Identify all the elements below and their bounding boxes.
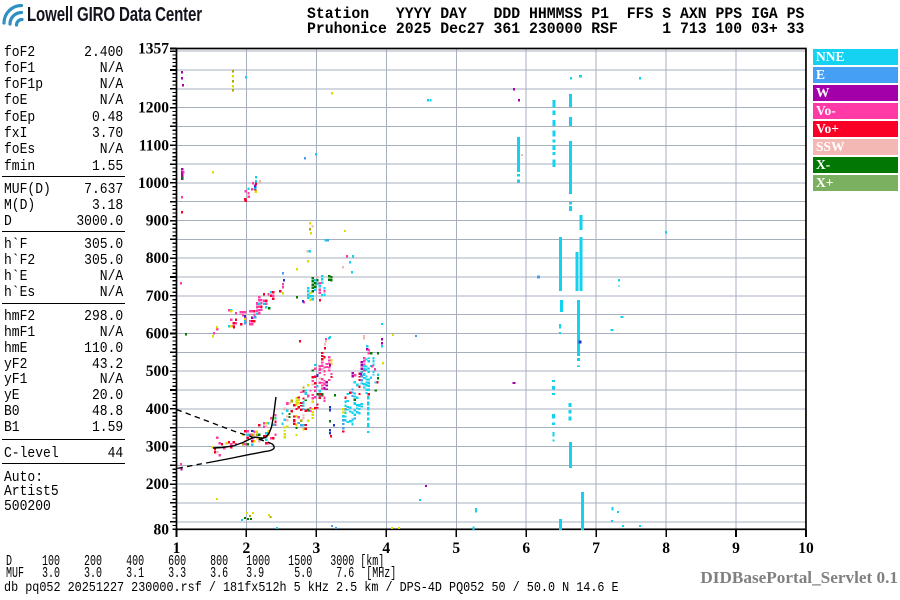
svg-text:1: 1: [173, 540, 181, 557]
svg-text:400: 400: [146, 401, 170, 418]
svg-text:5: 5: [452, 540, 460, 557]
svg-text:200: 200: [146, 476, 170, 493]
svg-text:300: 300: [146, 439, 170, 456]
svg-text:600: 600: [146, 326, 170, 343]
svg-text:700: 700: [146, 288, 170, 305]
svg-text:7: 7: [592, 540, 600, 557]
svg-text:8: 8: [662, 540, 670, 557]
svg-text:500: 500: [146, 363, 170, 380]
svg-text:1357: 1357: [138, 41, 169, 58]
svg-text:2: 2: [243, 540, 251, 557]
svg-text:80: 80: [154, 521, 170, 538]
svg-text:3: 3: [313, 540, 321, 557]
svg-text:6: 6: [522, 540, 530, 557]
svg-text:1000: 1000: [138, 175, 169, 192]
svg-text:4: 4: [382, 540, 390, 557]
svg-text:1100: 1100: [139, 137, 169, 154]
svg-text:9: 9: [732, 540, 740, 557]
svg-text:800: 800: [146, 250, 170, 267]
svg-text:10: 10: [798, 540, 814, 557]
svg-text:900: 900: [146, 213, 170, 230]
svg-text:1200: 1200: [138, 100, 169, 117]
